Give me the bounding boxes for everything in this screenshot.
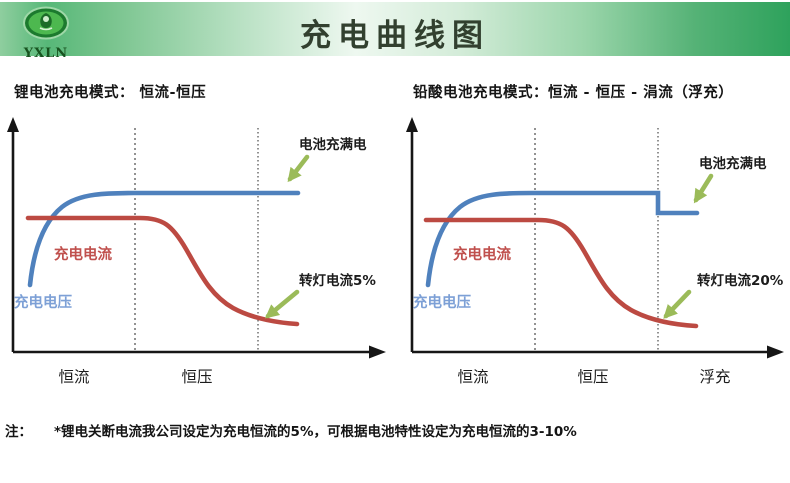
current-curve [423,217,699,329]
lithium-chart: 充电电流 充电电压 电池充满电 转灯电流5% 恒流 恒压 [7,117,386,386]
cutoff-annotation: 转灯电流20% [697,272,784,289]
header-banner: YXLN 充电曲线图 [0,2,790,61]
current-curve-label: 充电电流 [54,245,112,263]
logo-icon [23,6,69,40]
note-prefix: 注： [5,424,32,440]
stage-label-cv: 恒压 [181,368,212,386]
footer-note: 注： *锂电关断电流我公司设定为充电恒流的5%，可根据电池特性设定为充电恒流的3… [5,420,577,440]
x-axis [412,345,784,359]
x-axis [13,345,386,359]
cutoff-arrow-icon [663,289,692,319]
current-curve-label: 充电电流 [453,245,511,263]
stage-label-cc: 恒流 [58,368,89,386]
x-axis-arrow-icon [369,345,386,359]
cutoff-arrow-icon [264,289,300,319]
lead-acid-chart: 充电电流 充电电压 电池充满电 转灯电流20% 恒流 恒压 浮充 [406,117,784,386]
note-text: *锂电关断电流我公司设定为充电恒流的5%，可根据电池特性设定为充电恒流的3-10… [54,424,577,440]
voltage-curve [27,190,301,288]
cutoff-annotation: 转灯电流5% [299,272,376,289]
full-charge-annotation: 电池充满电 [699,155,767,172]
page-title: 充电曲线图 [300,18,490,54]
y-axis-arrow-icon [7,117,19,132]
right-chart-title: 铅酸电池充电模式：恒流 - 恒压 - 涓流（浮充） [413,85,734,101]
stage-label-cv: 恒压 [577,368,608,386]
x-axis-arrow-icon [767,345,784,359]
current-curve [25,215,300,327]
full-charge-arrow-icon [287,154,310,183]
logo-text: YXLN [23,46,69,61]
stage-label-cc: 恒流 [457,368,488,386]
voltage-curve [425,190,700,288]
voltage-curve-label: 充电电压 [413,293,471,311]
y-axis-arrow-icon [406,117,418,132]
full-charge-annotation: 电池充满电 [299,136,367,153]
y-axis [7,117,19,352]
full-charge-arrow-icon [693,173,714,204]
left-chart-title: 锂电池充电模式： 恒流-恒压 [14,85,207,101]
stage-label-float: 浮充 [699,368,730,386]
voltage-curve-label: 充电电压 [14,293,72,311]
y-axis [406,117,418,352]
logo: YXLN [15,5,77,61]
